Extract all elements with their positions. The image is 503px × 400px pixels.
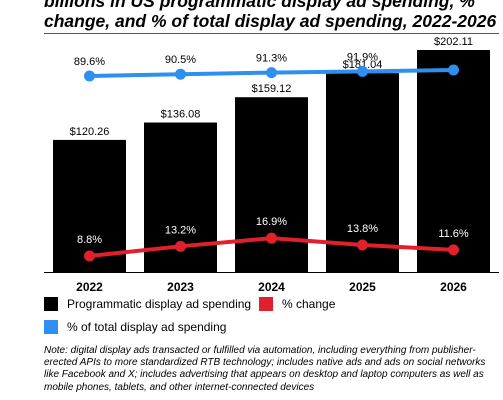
title-divider [44,33,499,34]
legend-item-change: % change [259,297,335,311]
x-tick-label-2025: 2025 [349,280,376,294]
x-tick-label-2024: 2024 [258,280,285,294]
legend-item-spending: Programmatic display ad spending [44,297,251,311]
share-label-2023: 90.5% [165,54,196,66]
legend-label-share: % of total display ad spending [67,320,227,334]
subtitle-line-1: billions in US programmatic display ad s… [44,0,475,11]
change-label-2025: 13.8% [347,223,378,235]
x-tick-label-2022: 2022 [76,280,103,294]
legend-swatch-share [44,320,58,334]
bar-2024 [235,97,308,272]
x-tick-label-2023: 2023 [167,280,194,294]
bar-2026 [417,50,490,272]
bar-2025 [326,73,399,273]
share-point-2023 [175,68,186,80]
legend-label-spending: Programmatic display ad spending [67,297,252,311]
change-point-2022 [84,250,95,262]
change-label-2026: 11.6% [438,228,469,240]
bar-2022 [53,139,126,272]
legend-label-change: % change [282,297,336,311]
share-point-2025 [357,65,368,77]
share-label-2024: 91.3% [256,53,287,65]
bar-value-label-2025: $181.04 [343,59,383,71]
chart-plot-area: $120.26 $136.08 $159.12 $181.04 $202.11 2022 2… [44,36,499,294]
legend-swatch-spending [44,297,58,311]
share-label-2025: 91.9% [347,51,378,63]
bar-value-label-2022: $120.26 [70,126,110,138]
share-label-2026: 92.6% [438,79,469,91]
legend-item-share: % of total display ad spending [44,320,226,334]
bar-value-label-2024: $159.12 [252,83,292,95]
bar-value-label-2026: $202.11 [434,36,473,48]
share-point-2022 [84,70,95,82]
chart-subtitle: billions in US programmatic display ad s… [44,0,499,31]
share-point-2024 [266,67,277,79]
change-label-2023: 13.2% [165,224,196,236]
change-point-2026 [448,244,459,256]
x-tick-label-2026: 2026 [440,280,467,294]
share-label-2022: 89.6% [74,56,105,68]
legend-swatch-change [259,297,273,311]
change-point-2023 [175,240,186,252]
bar-value-label-2023: $136.08 [161,109,201,121]
change-label-2022: 8.8% [77,234,102,246]
share-point-2026 [448,64,459,76]
change-label-2024: 16.9% [256,216,287,228]
change-point-2025 [357,239,368,251]
change-point-2024 [266,232,277,244]
subtitle-line-2: change, and % of total display ad spendi… [44,11,497,31]
chart-note: Note: digital display ads transacted or … [44,345,486,393]
